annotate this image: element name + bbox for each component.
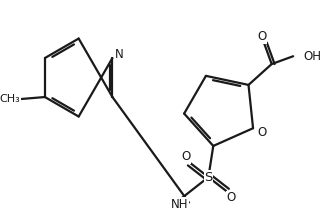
Text: N: N bbox=[115, 48, 124, 61]
Text: O: O bbox=[257, 126, 266, 139]
Text: CH₃: CH₃ bbox=[0, 94, 20, 104]
Text: NH: NH bbox=[170, 198, 188, 211]
Text: S: S bbox=[204, 171, 213, 184]
Text: O: O bbox=[226, 191, 236, 204]
Text: OH: OH bbox=[303, 50, 321, 63]
Text: O: O bbox=[181, 150, 191, 163]
Text: O: O bbox=[257, 30, 266, 43]
